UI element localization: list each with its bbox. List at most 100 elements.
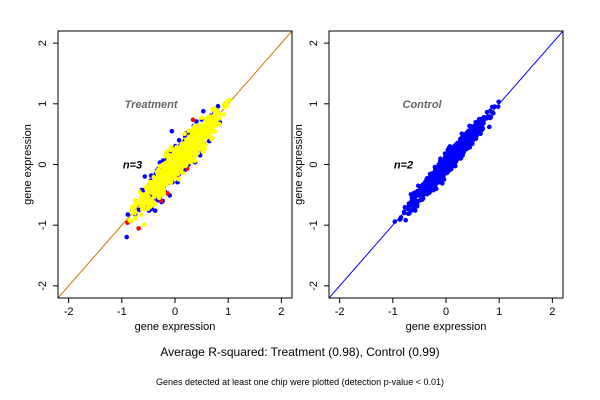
data-point (423, 184, 429, 190)
data-point (434, 186, 439, 191)
data-point (194, 130, 199, 136)
data-point (142, 222, 147, 227)
data-point (211, 129, 216, 134)
panel-title: Control (403, 99, 443, 111)
data-point (148, 181, 153, 187)
data-point (459, 150, 464, 155)
data-point (412, 208, 418, 213)
y-tick-label: 1 (308, 101, 320, 107)
data-point (431, 183, 437, 188)
data-point (409, 195, 415, 200)
x-tick-label: 1 (225, 306, 231, 318)
data-point (495, 104, 501, 110)
data-point (490, 110, 496, 116)
data-point (452, 159, 458, 165)
data-point (175, 171, 181, 177)
x-tick-label: 1 (496, 306, 502, 318)
data-point (151, 175, 157, 180)
data-point (221, 112, 227, 117)
data-point (210, 106, 215, 112)
data-point (125, 212, 131, 217)
data-point (418, 197, 424, 203)
data-point (173, 147, 179, 152)
data-point (147, 201, 152, 207)
data-point (176, 153, 182, 159)
data-point (152, 208, 158, 213)
data-point (176, 138, 182, 143)
data-point (417, 189, 423, 195)
data-point (142, 174, 148, 179)
data-point (462, 147, 468, 153)
y-tick-label: -2 (308, 281, 320, 291)
data-point (163, 161, 168, 167)
y-axis-title: gene expression (22, 124, 34, 205)
detection-footnote: Genes detected at least one chip were pl… (156, 377, 444, 387)
data-point (209, 137, 214, 142)
data-point (178, 163, 184, 169)
data-point (480, 126, 486, 131)
data-point (136, 199, 142, 205)
data-point (154, 170, 160, 175)
data-point (443, 171, 449, 176)
data-point (139, 212, 144, 217)
data-point (158, 191, 164, 196)
data-point (439, 160, 445, 166)
data-point (408, 208, 414, 214)
data-point (143, 191, 149, 196)
data-point (155, 181, 160, 186)
data-point (178, 167, 184, 172)
data-point (435, 169, 440, 174)
r-squared-summary: Average R-squared: Treatment (0.98), Con… (160, 345, 440, 359)
y-tick-label: -1 (308, 220, 320, 230)
data-point (166, 153, 172, 159)
y-axis-title: gene expression (293, 124, 305, 205)
data-point (496, 99, 502, 105)
sample-count-label: n=3 (123, 160, 142, 172)
data-point (409, 199, 415, 204)
data-point (453, 155, 459, 160)
data-point (447, 154, 453, 160)
data-point (124, 234, 129, 240)
data-point (459, 135, 464, 141)
data-point (130, 209, 135, 214)
data-point (429, 174, 435, 180)
x-tick-label: 0 (443, 306, 449, 318)
data-point (428, 188, 433, 194)
scatter-panel-treatment: -2 -1 0 1 2 -2 -1 0 1 2 gene expression gene expres… (22, 30, 293, 333)
data-point (199, 115, 204, 120)
data-point (217, 116, 222, 121)
x-tick-label: 2 (549, 306, 555, 318)
data-point (206, 114, 211, 120)
sample-count-label: n=2 (394, 160, 413, 172)
data-point (173, 150, 179, 156)
data-point (179, 141, 185, 147)
data-point (402, 210, 407, 216)
x-tick-label: -1 (388, 306, 398, 318)
y-tick-label: 0 (37, 161, 49, 167)
y-tick-label: 0 (308, 161, 320, 167)
data-point (186, 140, 192, 146)
data-point (441, 166, 446, 171)
data-point (201, 109, 206, 114)
data-point (487, 124, 492, 130)
y-tick-label: 2 (308, 40, 320, 46)
data-point (215, 108, 221, 113)
data-point (476, 116, 482, 122)
data-point (190, 117, 196, 123)
data-point (467, 131, 473, 137)
data-point (427, 181, 432, 187)
data-point (160, 177, 166, 182)
data-point (169, 164, 175, 169)
data-point (445, 161, 451, 166)
data-point (467, 142, 472, 147)
data-point (211, 123, 216, 129)
data-point (215, 103, 221, 109)
data-point (403, 217, 409, 223)
x-tick-label: -2 (335, 306, 345, 318)
x-tick-label: -2 (64, 306, 74, 318)
data-point (456, 140, 461, 146)
y-tick-label: -2 (37, 281, 49, 291)
data-point (196, 138, 202, 143)
data-point (435, 173, 440, 178)
